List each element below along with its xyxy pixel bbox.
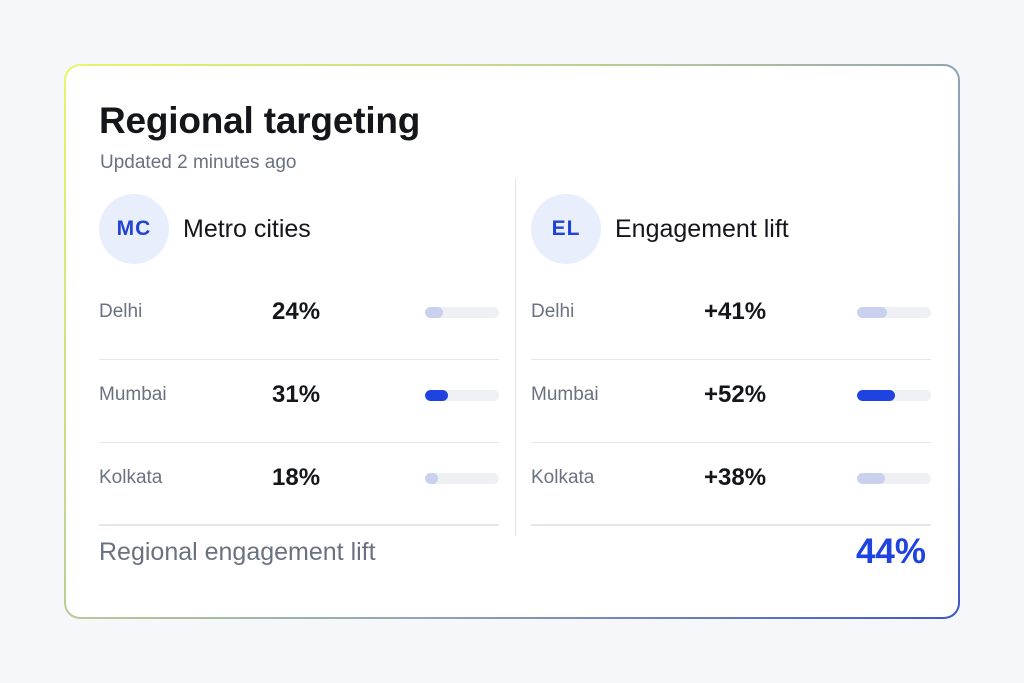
column-title: Metro cities (183, 214, 311, 243)
lift-bar-fill (857, 390, 896, 401)
city-label: Mumbai (531, 384, 599, 405)
column-header: MC Metro cities (99, 194, 499, 264)
share-bar (425, 307, 499, 318)
column-title: Engagement lift (615, 214, 789, 243)
table-row: Mumbai +52% (531, 360, 931, 443)
metro-cities-badge: MC (99, 194, 169, 264)
share-bar-fill (425, 390, 448, 401)
share-bar-fill (425, 307, 443, 318)
lift-bar-fill (857, 307, 888, 318)
lift-bar (857, 307, 931, 318)
card-title: Regional targeting (99, 100, 421, 141)
lift-value: +41% (704, 298, 767, 325)
share-bar-fill (425, 473, 439, 484)
card-subtitle: Updated 2 minutes ago (100, 152, 297, 173)
city-label: Kolkata (531, 467, 595, 488)
footer-value: 44% (855, 532, 926, 571)
lift-value: +38% (704, 464, 767, 491)
lift-value: +52% (704, 381, 767, 408)
share-value: 31% (272, 381, 321, 408)
card-border: Regional targeting Updated 2 minutes ago… (64, 64, 960, 619)
regional-targeting-card: Regional targeting Updated 2 minutes ago… (66, 66, 958, 617)
lift-bar (857, 473, 931, 484)
footer-label: Regional engagement lift (99, 538, 376, 566)
city-label: Kolkata (99, 467, 163, 488)
share-value: 18% (272, 464, 321, 491)
table-row: Mumbai 31% (99, 360, 499, 443)
column-divider (515, 178, 516, 536)
city-label: Mumbai (99, 384, 167, 405)
city-label: Delhi (531, 301, 575, 322)
engagement-lift-column: EL Engagement lift Delhi +41% Mumbai +52… (531, 194, 931, 526)
metro-cities-column: MC Metro cities Delhi 24% Mumbai 31% Kol… (99, 194, 499, 526)
engagement-lift-badge: EL (531, 194, 601, 264)
city-label: Delhi (99, 301, 143, 322)
table-row: Kolkata 18% (99, 443, 499, 526)
lift-bar-fill (857, 473, 886, 484)
table-row: Kolkata +38% (531, 443, 931, 526)
metro-cities-rows: Delhi 24% Mumbai 31% Kolkata 18% (99, 277, 499, 526)
share-bar (425, 390, 499, 401)
lift-bar (857, 390, 931, 401)
share-bar (425, 473, 499, 484)
table-row: Delhi +41% (531, 277, 931, 360)
share-value: 24% (272, 298, 321, 325)
column-header: EL Engagement lift (531, 194, 931, 264)
table-row: Delhi 24% (99, 277, 499, 360)
engagement-lift-rows: Delhi +41% Mumbai +52% Kolkata +38% (531, 277, 931, 526)
